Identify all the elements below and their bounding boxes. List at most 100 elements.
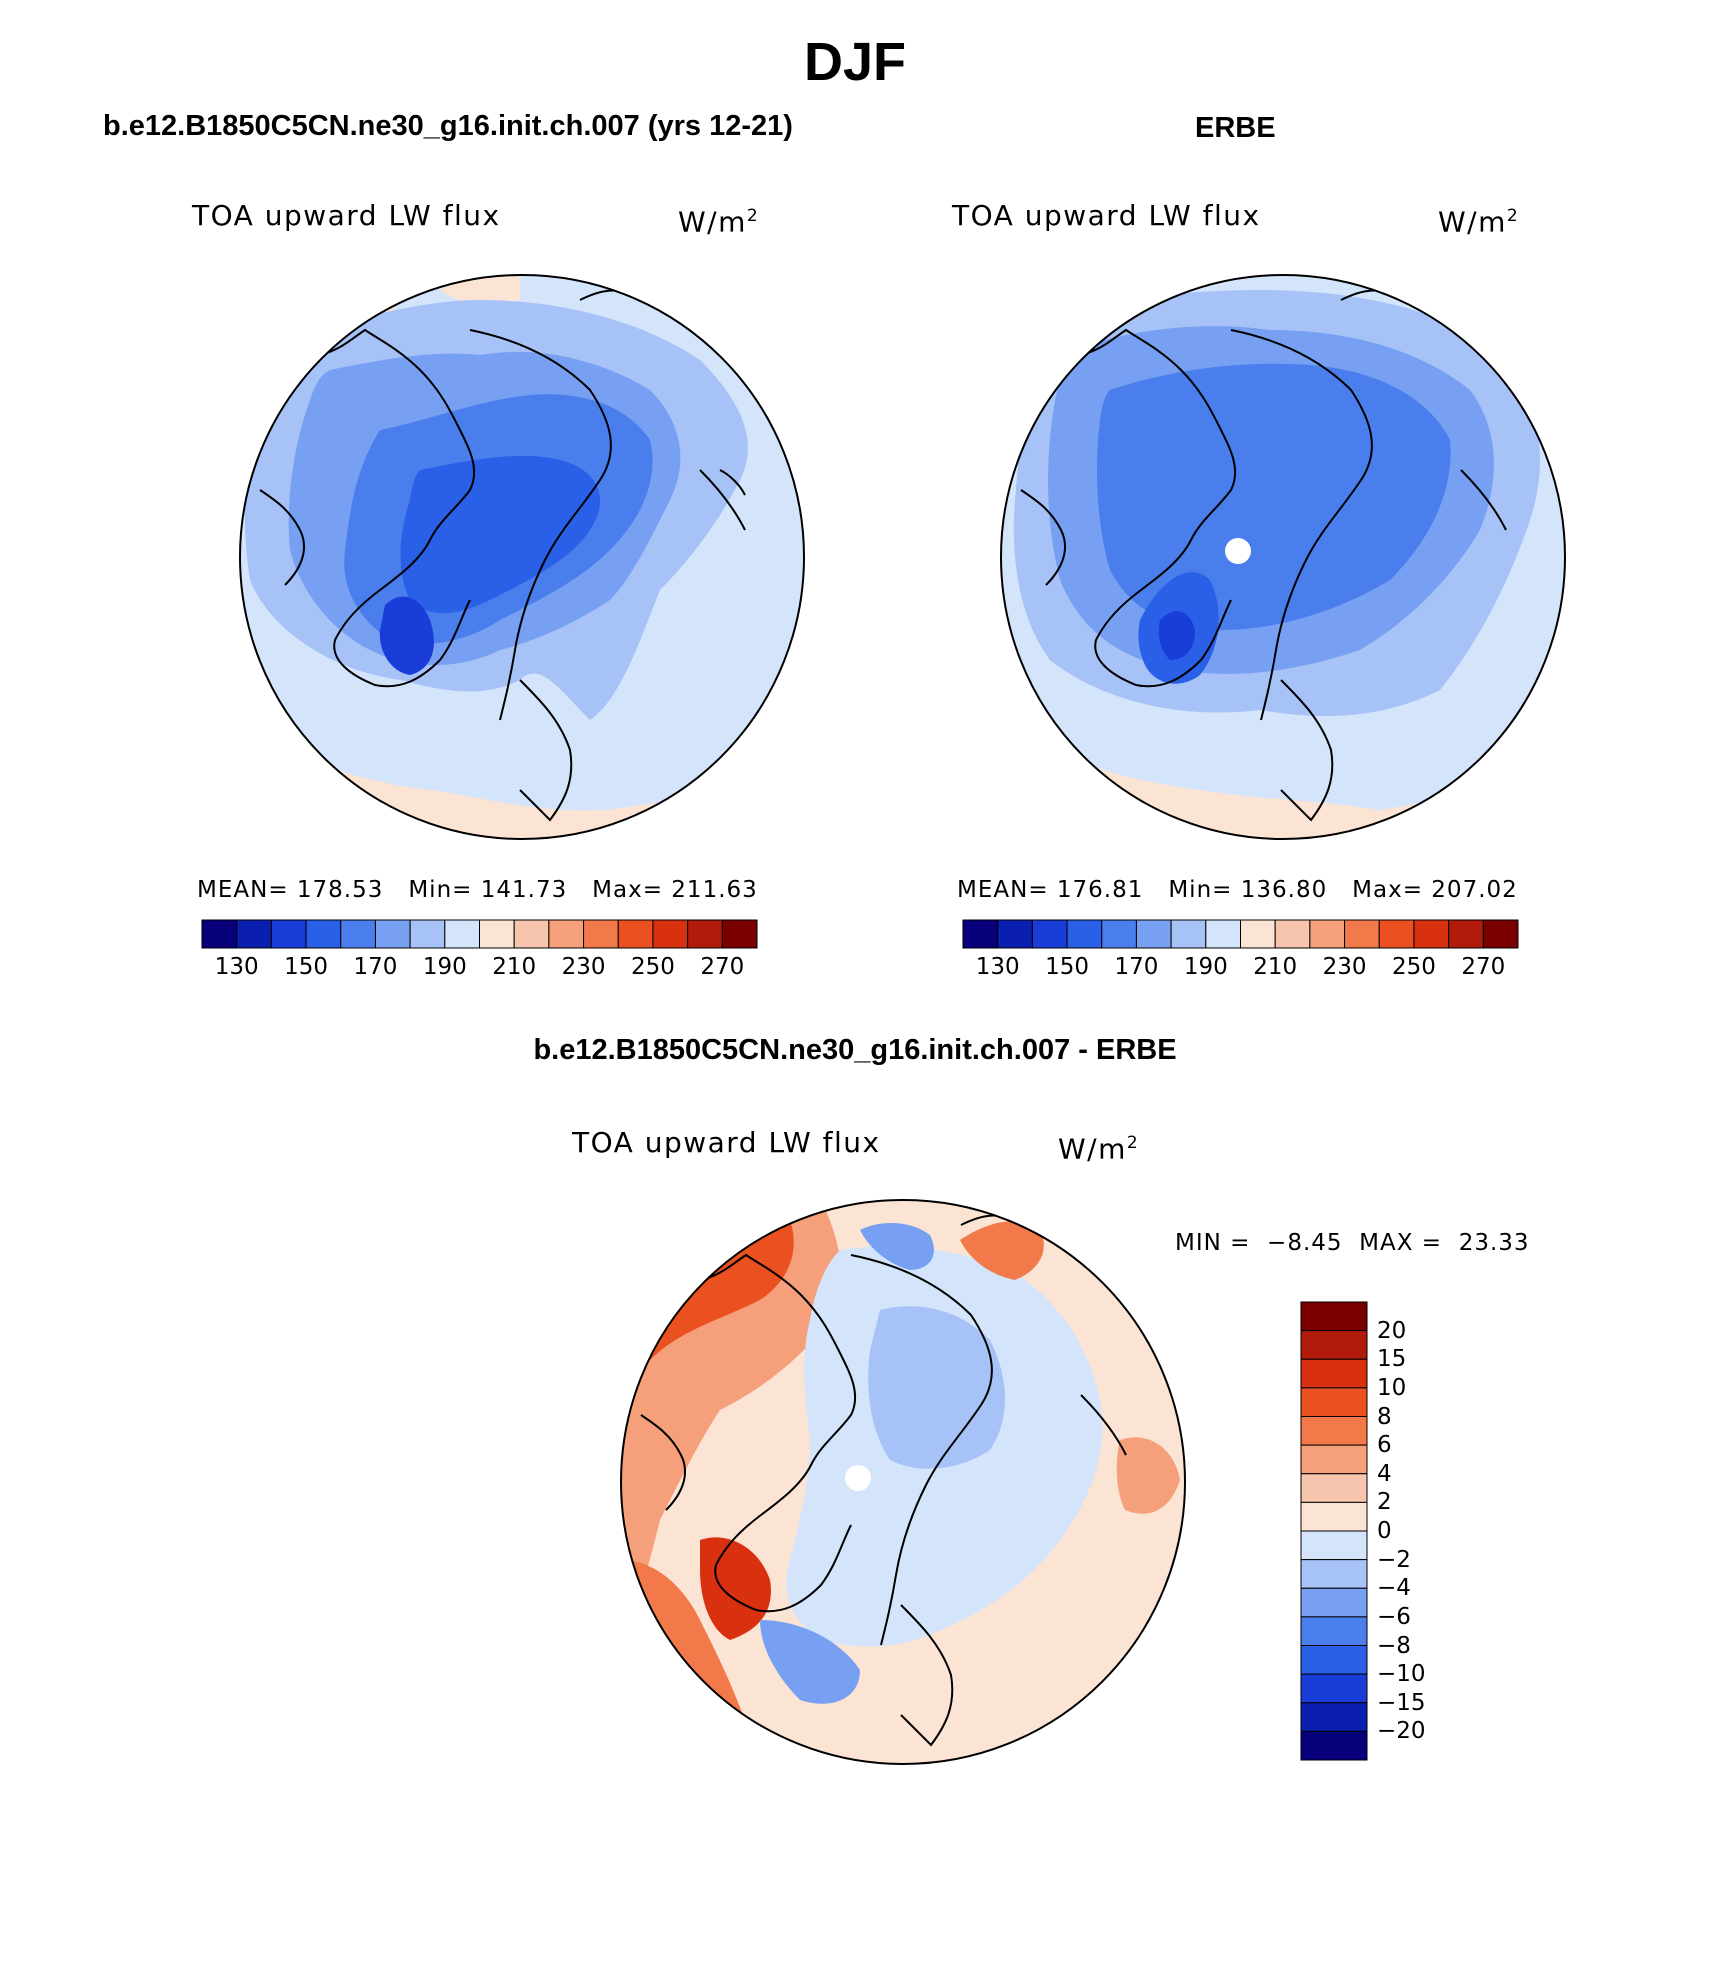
model-polar-map [239, 274, 805, 840]
diff-map-outline [620, 1199, 1186, 1765]
diff-colorbar-swatch-8 [1300, 1530, 1368, 1561]
obs-colorbar-swatch-12 [1378, 919, 1415, 949]
model-colorbar-tick-label: 170 [353, 954, 398, 980]
diff-colorbar-swatch-4 [1300, 1416, 1368, 1446]
model-colorbar-swatch-5 [374, 919, 411, 949]
diff-colorbar-tick-label: −6 [1377, 1603, 1411, 1630]
figure-title: DJF [803, 32, 906, 92]
obs-units-label: W/m2 [1438, 205, 1520, 239]
obs-colorbar-swatch-13 [1413, 919, 1450, 949]
model-panel-title: b.e12.B1850C5CN.ne30_g16.init.ch.007 (yr… [103, 110, 793, 142]
model-colorbar-tick-label: 210 [492, 954, 537, 980]
diff-region-neg4-center [868, 1306, 1005, 1469]
diff-pole-hole [845, 1465, 871, 1491]
model-colorbar-tick-label: 230 [561, 954, 606, 980]
obs-colorbar-swatch-4 [1101, 919, 1137, 949]
diff-colorbar-swatch-6 [1300, 1473, 1368, 1503]
obs-colorbar-swatch-5 [1135, 919, 1172, 949]
diff-colorbar-swatch-11 [1300, 1616, 1368, 1646]
obs-stats: MEAN= 176.81 Min= 136.80 Max= 207.02 [957, 877, 1518, 903]
model-colorbar-swatch-0 [201, 919, 238, 949]
model-units-label: W/m2 [678, 205, 760, 239]
diff-polar-map [620, 1199, 1186, 1765]
diff-colorbar-swatch-2 [1300, 1358, 1368, 1389]
model-stats: MEAN= 178.53 Min= 141.73 Max= 211.63 [197, 877, 758, 903]
model-greenland-160 [379, 596, 434, 675]
model-colorbar-swatch-6 [409, 919, 446, 949]
obs-map-outline [1000, 274, 1566, 840]
model-colorbar-swatch-10 [548, 919, 585, 949]
obs-colorbar-tick-label: 270 [1461, 954, 1506, 980]
diff-colorbar-swatch-14 [1300, 1702, 1368, 1732]
model-variable-label: TOA upward LW flux [192, 199, 501, 232]
obs-colorbar-swatch-15 [1482, 919, 1519, 949]
obs-coastlines [1010, 289, 1507, 822]
model-colorbar-swatch-4 [340, 919, 376, 949]
model-colorbar-swatch-2 [270, 919, 307, 949]
diff-colorbar-tick-label: −15 [1377, 1689, 1426, 1716]
diff-colorbar-tick-label: 6 [1377, 1432, 1392, 1459]
model-colorbar-swatch-1 [236, 919, 272, 949]
diff-panel-title: b.e12.B1850C5CN.ne30_g16.init.ch.007 - E… [533, 1034, 1177, 1066]
obs-colorbar-swatch-6 [1170, 919, 1207, 949]
diff-region-6-ne [960, 1221, 1044, 1280]
model-colorbar-tick-label: 130 [214, 954, 259, 980]
obs-colorbar-tick-label: 230 [1322, 954, 1367, 980]
diff-region-neg6-north [860, 1223, 934, 1270]
diff-colorbar-tick-label: −20 [1377, 1718, 1426, 1745]
model-coastlines [249, 289, 746, 822]
model-colorbar-swatch-12 [617, 919, 654, 949]
model-max-value: 211.63 [671, 877, 758, 903]
obs-colorbar-swatch-14 [1448, 919, 1484, 949]
obs-colorbar-tick-label: 130 [975, 954, 1020, 980]
model-colorbar-tick-label: 270 [700, 954, 745, 980]
model-colorbar-swatch-9 [513, 919, 550, 949]
diff-min-value: −8.45 [1267, 1230, 1343, 1256]
diff-colorbar-tick-label: 15 [1377, 1346, 1407, 1373]
obs-colorbar-tick-label: 210 [1253, 954, 1298, 980]
diff-colorbar-swatch-13 [1300, 1673, 1368, 1704]
diff-colorbar-swatch-7 [1300, 1501, 1368, 1532]
obs-colorbar-swatch-8 [1240, 919, 1276, 949]
diff-region-neg6-south [760, 1620, 860, 1704]
obs-variable-label: TOA upward LW flux [952, 199, 1261, 232]
obs-min-value: 136.80 [1240, 877, 1328, 903]
model-min-value: 141.73 [480, 877, 568, 903]
diff-colorbar-swatch-9 [1300, 1559, 1368, 1589]
obs-colorbar-swatch-11 [1344, 919, 1380, 949]
diff-colorbar-swatch-3 [1300, 1387, 1368, 1417]
diff-colorbar-swatch-10 [1300, 1587, 1368, 1618]
diff-colorbar [1300, 1301, 1368, 1761]
obs-colorbar-tick-label: 150 [1045, 954, 1090, 980]
obs-colorbar-swatch-0 [962, 919, 999, 949]
obs-greenland-150 [1158, 611, 1195, 660]
obs-colorbar-swatch-9 [1274, 919, 1311, 949]
diff-stats: MIN = −8.45 MAX = 23.33 [1175, 1230, 1530, 1256]
model-colorbar-tick-label: 190 [422, 954, 467, 980]
model-colorbar-swatch-7 [444, 919, 480, 949]
obs-colorbar-swatch-10 [1309, 919, 1346, 949]
obs-colorbar-tick-label: 190 [1183, 954, 1228, 980]
model-region-160 [400, 455, 600, 614]
model-colorbar-swatch-15 [721, 919, 758, 949]
obs-pole-hole [1225, 538, 1251, 564]
obs-colorbar-swatch-2 [1031, 919, 1068, 949]
diff-max-value: 23.33 [1458, 1230, 1530, 1256]
diff-colorbar-tick-label: −2 [1377, 1546, 1411, 1573]
obs-polar-map [1000, 274, 1566, 840]
model-colorbar-swatch-3 [305, 919, 342, 949]
diff-colorbar-tick-label: 20 [1377, 1317, 1407, 1344]
model-colorbar-swatch-14 [687, 919, 723, 949]
diff-coastlines [630, 1214, 1127, 1747]
obs-panel-title: ERBE [1195, 112, 1276, 144]
diff-colorbar-tick-label: −4 [1377, 1575, 1411, 1602]
model-colorbar-swatch-8 [479, 919, 515, 949]
model-colorbar-swatch-11 [583, 919, 619, 949]
model-colorbar-swatch-13 [652, 919, 689, 949]
model-mean-value: 178.53 [296, 877, 384, 903]
obs-colorbar-tick-label: 250 [1391, 954, 1436, 980]
diff-colorbar-swatch-1 [1300, 1330, 1368, 1360]
obs-colorbar-swatch-7 [1205, 919, 1241, 949]
diff-colorbar-tick-label: 0 [1377, 1518, 1392, 1544]
diff-colorbar-swatch-5 [1300, 1444, 1368, 1475]
